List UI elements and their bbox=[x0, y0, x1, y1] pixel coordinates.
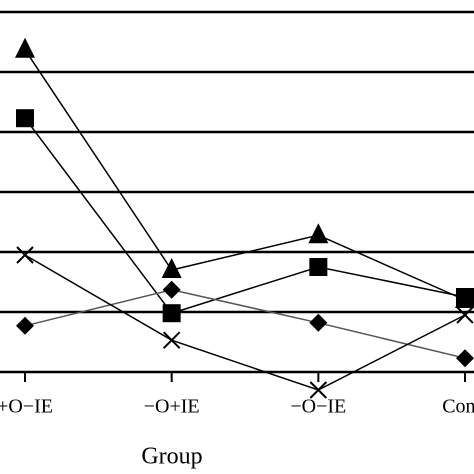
marker bbox=[456, 349, 474, 368]
series-line bbox=[24, 254, 466, 391]
x-axis-label: Group bbox=[141, 444, 202, 470]
marker bbox=[162, 304, 181, 323]
x-tick-label: −O−IE bbox=[290, 396, 346, 418]
x-tick-label: +O−IE bbox=[0, 396, 53, 418]
marker bbox=[16, 109, 34, 128]
marker bbox=[309, 258, 328, 276]
marker bbox=[16, 246, 34, 264]
marker bbox=[162, 280, 181, 299]
x-tick-label: −O+IE bbox=[144, 396, 200, 418]
marker bbox=[308, 223, 329, 244]
marker bbox=[161, 258, 182, 278]
series-line bbox=[24, 117, 466, 315]
marker bbox=[162, 331, 181, 349]
x-tick-label: Contr bbox=[442, 396, 474, 418]
series-line bbox=[24, 49, 466, 301]
marker bbox=[456, 306, 474, 324]
series-line bbox=[24, 289, 466, 359]
marker bbox=[15, 37, 35, 58]
marker bbox=[309, 313, 328, 332]
marker bbox=[456, 288, 474, 306]
marker bbox=[16, 316, 34, 335]
marker bbox=[309, 381, 328, 399]
